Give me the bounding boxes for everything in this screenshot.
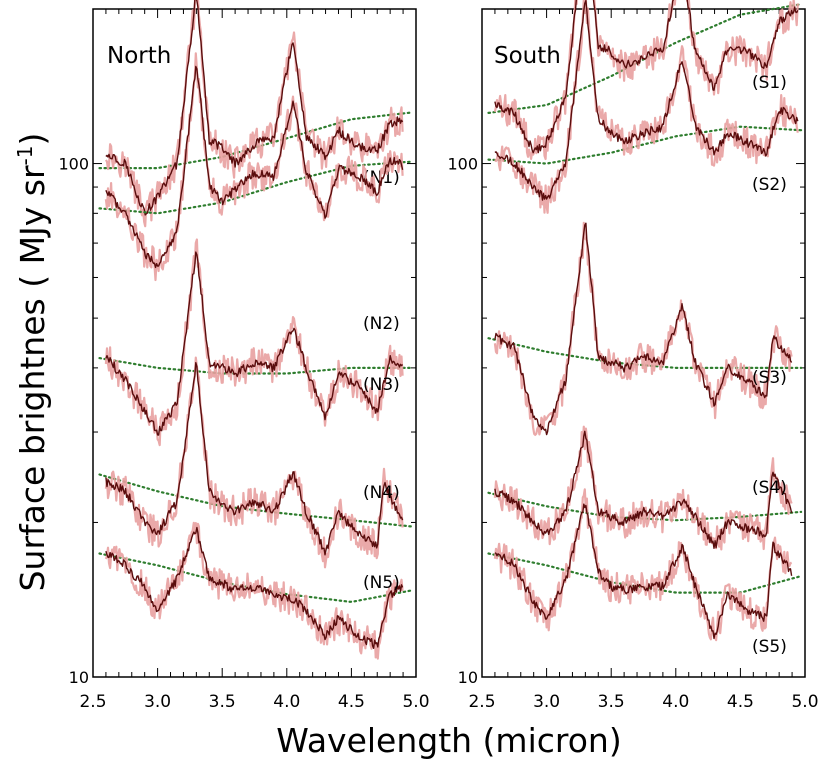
smoothed-spectrum	[105, 0, 404, 216]
x-tick-label: 2.5	[79, 692, 106, 712]
y-tick-label: 10	[69, 668, 89, 687]
y-axis-title-main: Surface brightnes ( MJy sr	[13, 165, 52, 591]
spectrum-s1: (S1)	[487, 0, 803, 161]
panel-south-frame	[481, 8, 806, 678]
x-tick-label: 4.0	[662, 692, 689, 712]
continuum-line	[98, 160, 414, 215]
spectrum-n1: (N1)	[98, 0, 414, 228]
smoothed-spectrum	[494, 0, 799, 154]
series-label: (N3)	[363, 375, 400, 395]
x-axis-title: Wavelength (micron)	[276, 721, 621, 760]
smoothed-spectrum	[105, 526, 404, 649]
series-label: (S3)	[752, 368, 787, 388]
series-label: (S2)	[752, 175, 787, 195]
series-label: (S5)	[752, 637, 787, 657]
y-axis-title: Surface brightnes ( MJy sr-1)	[13, 133, 52, 592]
y-axis-title-superscript: -1	[13, 145, 37, 165]
smoothed-spectrum	[105, 251, 404, 436]
panel-south-y-tick-labels: 100 10	[447, 155, 478, 687]
x-tick-label: 3.5	[598, 692, 625, 712]
y-tick-label: 10	[458, 668, 478, 687]
panel-north-frame	[92, 8, 417, 678]
observed-spectrum	[493, 488, 793, 642]
spectrum-s5: (S5)	[487, 488, 803, 657]
smoothed-spectrum	[494, 222, 793, 436]
observed-spectrum	[104, 52, 404, 282]
x-tick-label: 4.0	[273, 692, 300, 712]
panel-north-title: North	[107, 43, 171, 69]
panel-north-x-tick-labels: 2.5 3.0 3.5 4.0 4.5 5.0	[79, 692, 429, 712]
series-label: (S4)	[752, 478, 787, 498]
spectrum-n3: (N3)	[98, 238, 414, 447]
panel-north-ticks	[92, 8, 417, 678]
series-label: (N4)	[363, 483, 400, 503]
x-tick-label: 5.0	[791, 692, 818, 712]
smoothed-spectrum	[494, 503, 793, 640]
spectrum-n5: (N5)	[98, 521, 414, 660]
x-tick-label: 4.5	[727, 692, 754, 712]
panel-south-title: South	[494, 43, 561, 69]
smoothed-spectrum	[494, 430, 793, 549]
observed-spectrum	[104, 356, 404, 569]
observed-spectrum	[493, 221, 793, 436]
observed-spectrum	[493, 425, 793, 551]
x-tick-label: 2.5	[468, 692, 495, 712]
continuum-line	[98, 473, 414, 528]
observed-spectrum	[104, 238, 404, 447]
panel-south-x-tick-labels: 2.5 3.0 3.5 4.0 4.5 5.0	[468, 692, 818, 712]
x-tick-label: 5.0	[402, 692, 429, 712]
observed-spectrum	[493, 0, 799, 214]
y-tick-label: 100	[447, 155, 478, 174]
x-tick-label: 3.5	[209, 692, 236, 712]
smoothed-spectrum	[105, 362, 404, 556]
spectrum-s2: (S2)	[487, 0, 803, 214]
x-tick-label: 4.5	[338, 692, 365, 712]
series-label: (N2)	[363, 314, 400, 334]
spectrum-s4: (S4)	[487, 425, 803, 551]
x-tick-label: 3.0	[144, 692, 171, 712]
spectrum-n2: (N2)	[98, 52, 414, 334]
panel-south-series: (S1) (S2) (S3) (S4) (S5)	[487, 0, 803, 657]
panel-north-y-tick-labels: 100 10	[58, 155, 89, 687]
panel-south-ticks	[481, 8, 806, 678]
x-tick-label: 3.0	[533, 692, 560, 712]
panel-north-series: (N1) (N2) (N3) (N4) (N5)	[98, 0, 414, 660]
series-label: (N5)	[363, 573, 400, 593]
observed-spectrum	[104, 0, 404, 228]
smoothed-spectrum	[105, 65, 404, 269]
spectrum-n4: (N4)	[98, 356, 414, 569]
y-axis-title-close: )	[13, 133, 52, 146]
series-label: (S1)	[752, 73, 787, 93]
smoothed-spectrum	[494, 0, 799, 201]
continuum-line	[98, 111, 414, 170]
spectrum-s3: (S3)	[487, 221, 803, 436]
continuum-line	[487, 125, 803, 165]
y-tick-label: 100	[58, 155, 89, 174]
